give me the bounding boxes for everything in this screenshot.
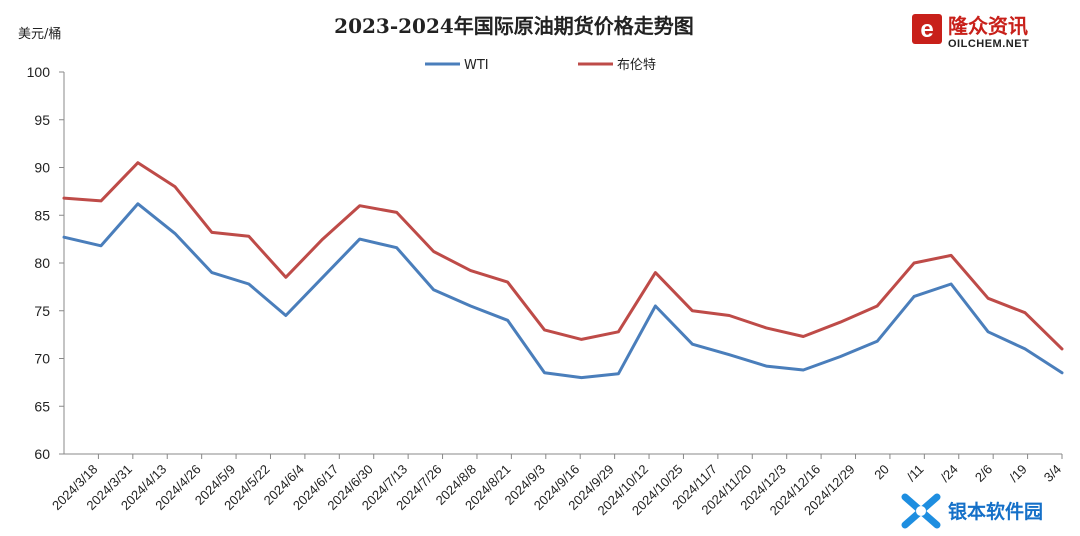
x-tick-label: /11 [904,462,927,485]
y-tick-labels: 60 65 70 75 80 85 90 95 100 [27,64,51,462]
legend: WTI 布伦特 [425,58,656,73]
series-line-wti [62,202,1064,380]
series-lines [62,161,1064,380]
axes [59,71,1063,459]
watermark: 银本软件园 [901,491,1043,531]
series-line-brent [62,161,1064,351]
y-tick-label: 80 [34,255,50,271]
y-tick-label: 100 [27,64,51,80]
logo-en-text: OILCHEM.NET [948,38,1029,50]
x-tick-label: /19 [1006,462,1029,485]
y-tick-label: 85 [34,207,50,223]
y-tick-label: 75 [34,303,50,319]
x-tick-label: 2/6 [972,462,995,485]
chart-title: 2023-2024年国际原油期货价格走势图 [334,14,694,38]
x-tick-label: 3/4 [1041,462,1064,485]
watermark-text: 银本软件园 [948,500,1043,523]
x-tick-label: /24 [937,462,960,485]
logo: e 隆众资讯 OILCHEM.NET [912,14,1029,50]
y-tick-label: 60 [34,446,50,462]
legend-label-wti: WTI [464,58,489,73]
logo-mark-icon [912,14,942,44]
logo-mark-letter: e [920,16,933,43]
logo-cn-text: 隆众资讯 [948,14,1028,38]
watermark-logo-icon [901,491,941,531]
x-tick-label: 20 [871,462,892,483]
y-tick-label: 70 [34,351,50,367]
y-tick-label: 95 [34,112,50,128]
y-tick-label: 90 [34,160,50,176]
y-axis-unit: 美元/桶 [18,27,61,42]
legend-label-brent: 布伦特 [617,58,656,73]
y-tick-label: 65 [34,398,50,414]
